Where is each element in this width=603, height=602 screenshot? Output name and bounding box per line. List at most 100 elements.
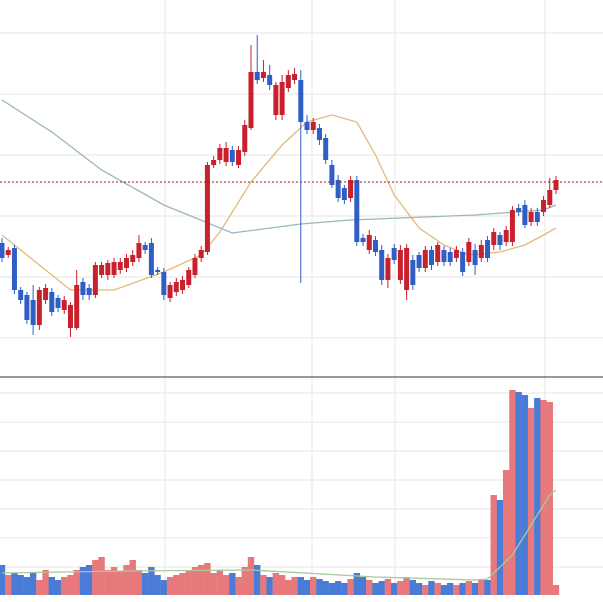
volume-bar <box>98 557 105 595</box>
candle-body <box>441 250 447 262</box>
volume-bar <box>0 565 6 595</box>
candle-body <box>0 243 5 258</box>
candle-body <box>55 298 61 308</box>
candle-body <box>516 208 522 212</box>
volume-bar <box>11 573 18 595</box>
volume-bar <box>415 583 423 595</box>
volume-bar <box>73 570 80 595</box>
volume-bar <box>403 577 410 595</box>
volume-bar <box>85 565 93 595</box>
volume-bar <box>521 395 529 595</box>
volume-bar <box>29 573 37 595</box>
volume-bar <box>490 495 497 595</box>
volume-bar <box>291 577 298 595</box>
candle-body <box>335 180 341 198</box>
volume-bar <box>110 567 118 595</box>
candle-body <box>503 230 509 242</box>
volume-bar <box>484 580 491 595</box>
volume-bar <box>222 575 230 595</box>
candle-body <box>372 240 378 252</box>
candle-body <box>167 285 173 298</box>
volume-bar <box>453 585 460 595</box>
volume-bar <box>210 573 217 595</box>
volume-bar <box>465 581 473 595</box>
volume-bar <box>446 583 454 595</box>
volume-bar <box>397 581 404 595</box>
candle-body <box>211 160 217 165</box>
volume-bar <box>117 571 124 595</box>
volume-bar <box>503 470 510 595</box>
candle-body <box>267 75 273 85</box>
candle-body <box>453 250 459 258</box>
volume-bar <box>166 577 174 595</box>
volume-bar <box>191 567 199 595</box>
candle-body <box>429 250 435 265</box>
candle-body <box>491 232 497 245</box>
candle-body <box>416 255 422 268</box>
volume-bar <box>241 567 248 595</box>
candle-body <box>341 188 347 200</box>
candle-body <box>217 148 223 160</box>
volume-bar <box>104 570 112 595</box>
candle-body <box>80 282 86 295</box>
volume-bar <box>359 577 367 595</box>
candle-body <box>397 250 403 280</box>
volume-bar <box>440 585 448 595</box>
candle-body <box>410 260 416 285</box>
candle-body <box>11 248 17 290</box>
candle-body <box>292 74 298 80</box>
volume-bar <box>123 565 130 595</box>
volume-bar <box>378 581 385 595</box>
moving-average <box>1 99 557 234</box>
candle-body <box>460 252 466 272</box>
volume-bar <box>5 575 12 595</box>
volume-bar <box>428 581 435 595</box>
candle-body <box>5 250 11 255</box>
volume-bar <box>141 573 149 595</box>
candle-body <box>547 190 553 205</box>
volume-bar <box>36 580 43 595</box>
volume-bar <box>254 565 261 595</box>
candle-body <box>279 82 285 115</box>
candle-body <box>123 258 129 268</box>
candle-body <box>49 292 55 312</box>
volume-bar <box>278 575 286 595</box>
volume-bar <box>216 570 224 595</box>
candle-body <box>61 300 67 310</box>
volume-bar <box>42 570 49 595</box>
candle-body <box>105 263 111 275</box>
candle-body <box>534 212 540 222</box>
volume-bar <box>247 557 255 595</box>
candle-body <box>161 272 167 295</box>
candle-body <box>260 72 266 78</box>
candle-body <box>18 290 24 300</box>
candle-body <box>323 138 329 160</box>
volume-bar <box>92 560 99 595</box>
volume-bar <box>434 583 441 595</box>
candle-body <box>43 288 49 300</box>
candle-body <box>136 243 142 258</box>
volume-bar <box>384 579 392 595</box>
candle-body <box>553 180 559 190</box>
candle-body <box>173 282 179 292</box>
volume-bar <box>422 585 429 595</box>
volume-bar <box>67 575 74 595</box>
candle-body <box>385 258 391 280</box>
volume-bar <box>135 570 143 595</box>
candle-body <box>360 238 366 242</box>
candle-body <box>92 265 98 295</box>
volume-bar <box>478 580 485 595</box>
volume-bar <box>334 581 342 595</box>
candle-body <box>478 245 484 258</box>
volume-bar <box>552 585 560 595</box>
volume-bar <box>366 580 373 595</box>
candle-body <box>204 165 210 252</box>
candle-body <box>236 150 242 165</box>
candle-body <box>541 200 547 212</box>
candle-body <box>148 243 154 275</box>
volume-bar <box>347 579 354 595</box>
volume-bar <box>272 573 280 595</box>
candle-body <box>36 290 42 325</box>
candle-body <box>198 250 204 258</box>
